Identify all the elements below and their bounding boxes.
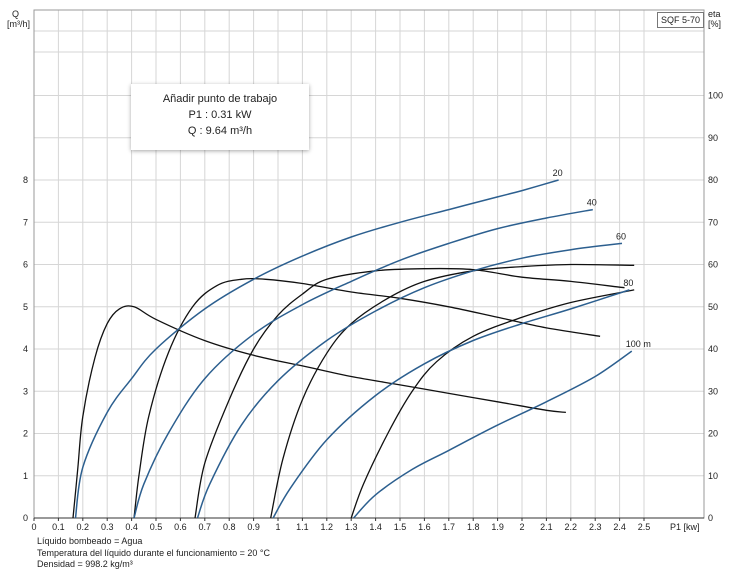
curve-label-4: 80 xyxy=(623,278,633,288)
x-tick-label: 0.9 xyxy=(247,522,260,532)
y-right-tick-label: 0 xyxy=(708,513,713,523)
x-tick-label: 1.8 xyxy=(467,522,480,532)
y-right-tick-label: 80 xyxy=(708,175,718,185)
x-tick-label: 2.2 xyxy=(565,522,578,532)
x-tick-label: 2.3 xyxy=(589,522,602,532)
flow-curve-2 xyxy=(133,208,593,519)
footer-temperature: Temperatura del líquido durante el funci… xyxy=(37,548,270,558)
y-left-tick-label: 8 xyxy=(23,175,28,185)
x-tick-label: 1.7 xyxy=(443,522,456,532)
x-tick-label: 1 xyxy=(275,522,280,532)
x-tick-label: 0.4 xyxy=(125,522,138,532)
x-tick-label: 0.6 xyxy=(174,522,187,532)
flow-curves xyxy=(74,179,633,519)
tooltip-title[interactable]: Añadir punto de trabajo xyxy=(162,93,278,105)
y-right-tick-label: 50 xyxy=(708,302,718,312)
x-tick-label: 0.1 xyxy=(52,522,65,532)
y-right-axis-label: eta xyxy=(708,9,721,19)
y-right-tick-label: 20 xyxy=(708,429,718,439)
x-tick-label: 1.9 xyxy=(491,522,504,532)
add-duty-point-tooltip[interactable]: Añadir punto de trabajo P1 : 0.31 kW Q :… xyxy=(131,84,309,150)
curve-labels: 20 40 60 80 100 m xyxy=(553,168,651,349)
curve-label-1: 20 xyxy=(553,168,563,178)
efficiency-curve-5 xyxy=(350,289,635,519)
curve-label-3: 60 xyxy=(616,231,626,241)
x-tick-label: 0.8 xyxy=(223,522,236,532)
y-left-tick-label: 6 xyxy=(23,260,28,270)
footer-density: Densidad = 998.2 kg/m³ xyxy=(37,559,133,569)
flow-curve-3 xyxy=(196,242,623,519)
x-tick-label: 1.4 xyxy=(369,522,382,532)
y-right-tick-label: 30 xyxy=(708,386,718,396)
y-left-tick-label: 3 xyxy=(23,386,28,396)
x-tick-label: 1.1 xyxy=(296,522,309,532)
y-left-axis-unit: [m³/h] xyxy=(7,19,30,29)
y-right-tick-label: 100 xyxy=(708,91,723,101)
y-right-axis-unit: [%] xyxy=(708,19,721,29)
efficiency-curve-4 xyxy=(270,263,635,519)
x-tick-label: 0.3 xyxy=(101,522,114,532)
axes xyxy=(33,9,705,521)
x-tick-label: 1.2 xyxy=(321,522,334,532)
flow-curve-5 xyxy=(353,350,633,519)
y-left-axis-label: Q xyxy=(12,9,19,19)
flow-curve-4 xyxy=(272,289,630,519)
model-badge: SQF 5-70 xyxy=(657,12,705,28)
y-left-tick-label: 2 xyxy=(23,429,28,439)
x-tick-label: 2.5 xyxy=(638,522,651,532)
x-tick-label: 2.1 xyxy=(540,522,553,532)
x-tick-label: 0 xyxy=(31,522,36,532)
x-axis-label: P1 [kw] xyxy=(670,522,700,532)
x-tick-label: 2.4 xyxy=(613,522,626,532)
y-left-tick-label: 0 xyxy=(23,513,28,523)
x-tick-label: 0.7 xyxy=(199,522,212,532)
flow-curve-1 xyxy=(74,179,559,519)
footer-liquid: Líquido bombeado = Agua xyxy=(37,536,143,546)
curve-label-2: 40 xyxy=(587,198,597,208)
tick-labels: 0 0.1 0.2 0.3 0.4 0.5 0.6 0.7 0.8 0.9 1 1.1 1.2 1.3 1.… xyxy=(23,91,723,533)
y-right-tick-label: 10 xyxy=(708,471,718,481)
y-left-tick-label: 1 xyxy=(23,471,28,481)
y-right-tick-label: 70 xyxy=(708,217,718,227)
y-right-tick-label: 40 xyxy=(708,344,718,354)
y-right-tick-label: 60 xyxy=(708,260,718,270)
tooltip-flow: Q : 9.64 m³/h xyxy=(187,125,253,137)
y-left-tick-label: 7 xyxy=(23,217,28,227)
x-tick-label: 1.5 xyxy=(394,522,407,532)
x-tick-label: 2 xyxy=(519,522,524,532)
efficiency-curves xyxy=(72,263,635,519)
y-left-tick-label: 4 xyxy=(23,344,28,354)
x-tick-label: 0.5 xyxy=(150,522,163,532)
x-tick-label: 0.2 xyxy=(77,522,90,532)
efficiency-curve-1 xyxy=(72,305,566,519)
x-tick-label: 1.3 xyxy=(345,522,358,532)
efficiency-curve-3 xyxy=(194,267,625,519)
y-right-tick-label: 90 xyxy=(708,133,718,143)
curve-label-5: 100 m xyxy=(626,339,651,349)
y-left-tick-label: 5 xyxy=(23,302,28,312)
x-tick-label: 1.6 xyxy=(418,522,431,532)
efficiency-curve-2 xyxy=(133,277,601,519)
tooltip-power: P1 : 0.31 kW xyxy=(188,109,252,121)
